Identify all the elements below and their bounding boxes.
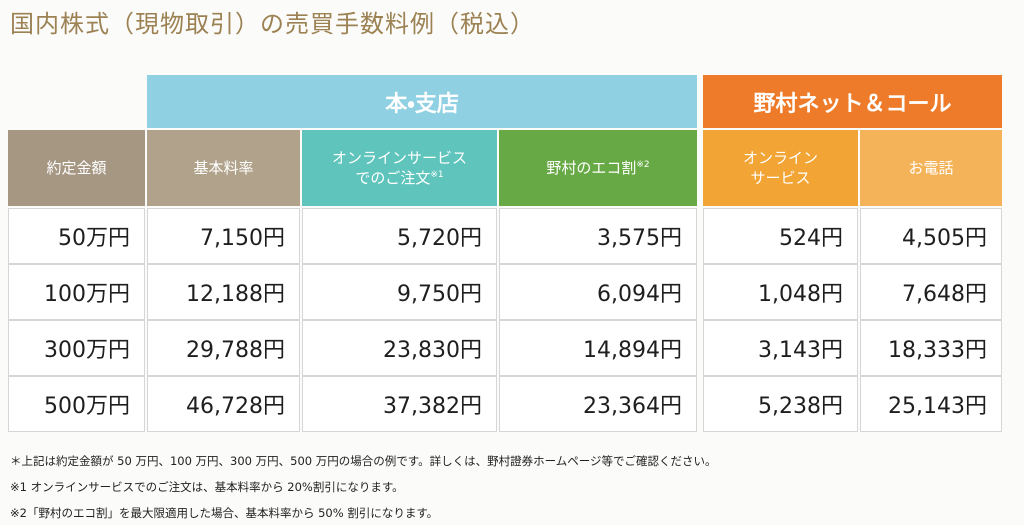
header-line: お電話 xyxy=(908,158,953,178)
fee-cell: 3,143円 xyxy=(703,320,858,376)
fee-cell: 1,048円 xyxy=(703,264,858,320)
footnote-ref: ※2 xyxy=(636,159,650,170)
group-header: 野村ネット＆コール xyxy=(703,75,1002,128)
footnote-ref: ※1 xyxy=(430,170,444,180)
fee-cell: 29,788円 xyxy=(147,320,300,376)
row-label: 50万円 xyxy=(8,208,145,264)
title: 国内株式（現物取引）の売買手数料例（税込） xyxy=(10,10,535,38)
column-header: オンライン サービス xyxy=(703,130,858,206)
fee-cell: 9,750円 xyxy=(302,264,497,320)
fee-cell: 6,094円 xyxy=(499,264,697,320)
footnote: ※2「野村のエコ割」を最大限適用した場合、基本料率から 50% 割引になります。 xyxy=(10,506,439,520)
fee-cell: 25,143円 xyxy=(860,376,1002,432)
header-text: 約定金額 xyxy=(46,158,107,177)
fee-cell: 46,728円 xyxy=(147,376,300,432)
header-line: サービス xyxy=(750,168,810,188)
row-label: 100万円 xyxy=(8,264,145,320)
footnote: ※1 オンラインサービスでのご注文は、基本料率から 20%割引になります。 xyxy=(10,480,404,494)
header-line: オンラインサービス xyxy=(332,148,467,168)
fee-cell: 4,505円 xyxy=(860,208,1002,264)
header-line: でのご注文※1 xyxy=(355,168,443,188)
header-line: 約定金額 xyxy=(46,158,106,178)
header-text: サービス xyxy=(750,169,811,187)
header-text: オンラインサービス xyxy=(331,148,467,167)
column-header: お電話 xyxy=(860,130,1002,206)
header-text: 基本料率 xyxy=(193,158,254,177)
column-header: オンラインサービス でのご注文※1 xyxy=(302,130,497,206)
fee-cell: 12,188円 xyxy=(147,264,300,320)
fee-cell: 23,364円 xyxy=(499,376,697,432)
column-header: 基本料率 xyxy=(147,130,300,206)
fee-cell: 7,150円 xyxy=(147,208,300,264)
header-line: 基本料率 xyxy=(193,158,253,178)
column-header: 約定金額 xyxy=(8,130,145,206)
column-header: 野村のエコ割※2 xyxy=(499,130,697,206)
fee-cell: 37,382円 xyxy=(302,376,497,432)
fee-cell: 5,238円 xyxy=(703,376,858,432)
fee-cell: 18,333円 xyxy=(860,320,1002,376)
footnote: ＊上記は約定金額が 50 万円、100 万円、300 万円、500 万円の場合の… xyxy=(10,454,717,468)
fee-cell: 3,575円 xyxy=(499,208,697,264)
header-text: オンライン xyxy=(742,148,818,167)
fee-cell: 23,830円 xyxy=(302,320,497,376)
header-text: 野村のエコ割 xyxy=(546,158,637,177)
row-label: 500万円 xyxy=(8,376,145,432)
fee-cell: 14,894円 xyxy=(499,320,697,376)
fee-cell: 5,720円 xyxy=(302,208,497,264)
row-label: 300万円 xyxy=(8,320,145,376)
header-line: オンライン xyxy=(743,148,818,168)
header-line: 野村のエコ割※2 xyxy=(546,158,649,178)
header-text: でのご注文 xyxy=(355,169,431,187)
fee-cell: 7,648円 xyxy=(860,264,1002,320)
group-header: 本・支店 xyxy=(147,75,697,128)
header-text: お電話 xyxy=(908,158,954,177)
fee-cell: 524円 xyxy=(703,208,858,264)
